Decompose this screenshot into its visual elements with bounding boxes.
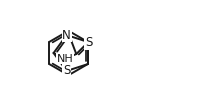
Text: S: S bbox=[63, 64, 70, 77]
Text: NH: NH bbox=[57, 54, 74, 64]
Text: N: N bbox=[62, 29, 71, 42]
Text: S: S bbox=[85, 36, 93, 49]
